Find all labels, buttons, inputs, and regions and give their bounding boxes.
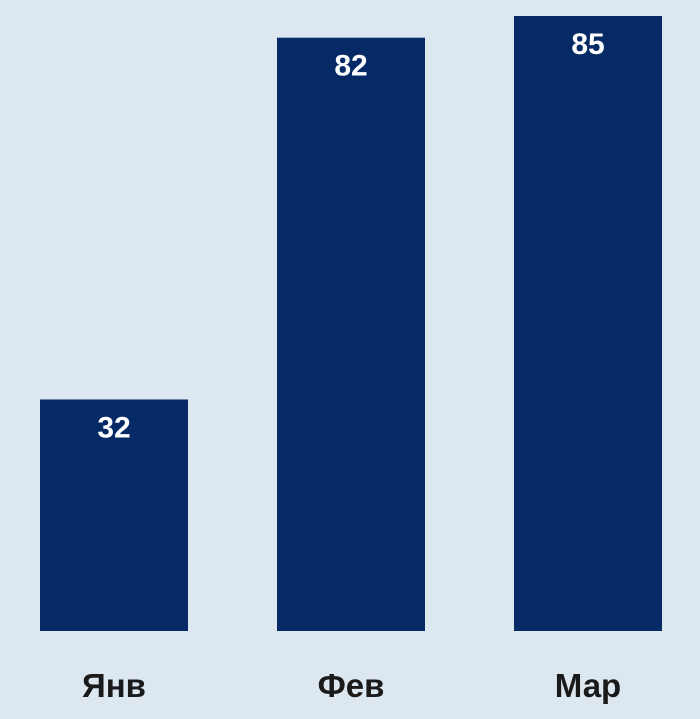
- x-tick-label-2: Фев: [318, 667, 385, 704]
- data-label-3: 85: [571, 28, 604, 61]
- data-label-1: 32: [97, 411, 130, 444]
- bar-group: [40, 16, 662, 632]
- x-tick-label-1: Янв: [82, 667, 146, 704]
- bar-3: [514, 16, 662, 631]
- data-label-group: 32 82 85: [97, 28, 604, 444]
- bar-2: [277, 37, 425, 632]
- bar-1: [40, 399, 188, 631]
- x-axis-tick-labels: Янв Фев Мар: [82, 667, 621, 704]
- x-tick-label-3: Мар: [555, 667, 621, 704]
- data-label-2: 82: [334, 50, 367, 83]
